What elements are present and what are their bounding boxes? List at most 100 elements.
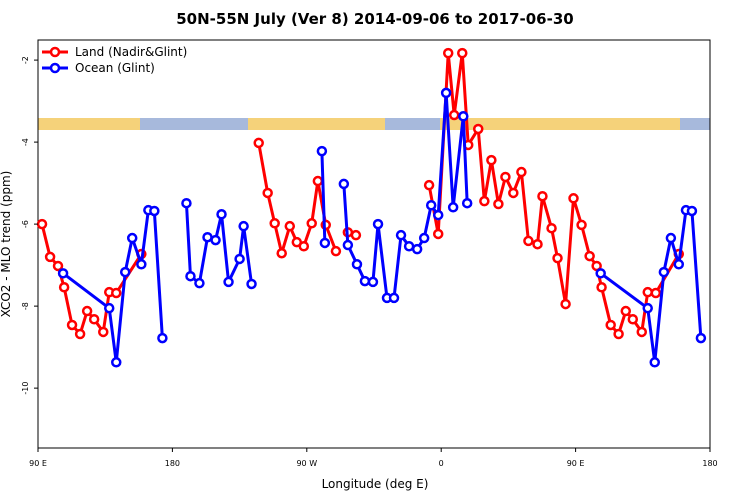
- data-point: [568, 193, 579, 204]
- data-point: [44, 251, 56, 263]
- data-point: [66, 319, 78, 331]
- band-ocean: [140, 118, 248, 130]
- data-point: [57, 268, 69, 279]
- data-point: [642, 302, 653, 314]
- data-point: [425, 200, 437, 211]
- data-point: [432, 228, 444, 240]
- data-point: [319, 237, 331, 249]
- data-point: [457, 47, 468, 59]
- data-point: [223, 276, 234, 288]
- data-point: [576, 219, 587, 231]
- data-point: [194, 277, 205, 289]
- data-point: [126, 232, 138, 244]
- data-point: [479, 195, 490, 207]
- data-point: [306, 218, 317, 229]
- data-point: [432, 209, 444, 221]
- chart-title: 50N-55N July (Ver 8) 2014-09-06 to 2017-…: [176, 10, 573, 28]
- data-point: [532, 238, 543, 250]
- band-land: [38, 118, 710, 130]
- data-point: [298, 241, 310, 252]
- data-point: [316, 145, 328, 157]
- data-point: [388, 292, 400, 304]
- data-point: [312, 175, 324, 187]
- data-point: [560, 298, 571, 310]
- y-tick-label: -2: [21, 56, 30, 64]
- plot: [36, 47, 707, 368]
- data-point: [330, 245, 342, 257]
- data-point: [472, 123, 484, 135]
- x-tick-label: 90 E: [29, 459, 47, 468]
- data-point: [202, 231, 213, 243]
- data-point: [181, 197, 192, 209]
- plot-frame: [37, 39, 711, 449]
- data-point: [596, 282, 607, 293]
- x-tick-label: 90 E: [567, 459, 585, 468]
- data-point: [447, 202, 459, 213]
- data-point: [591, 260, 602, 272]
- data-point: [613, 328, 624, 340]
- data-point: [500, 171, 511, 183]
- data-point: [642, 286, 653, 298]
- band-ocean: [680, 118, 710, 130]
- data-point: [584, 250, 595, 262]
- data-point: [620, 305, 632, 317]
- data-point: [276, 247, 287, 259]
- data-point: [418, 232, 430, 244]
- data-point: [36, 218, 48, 230]
- data-point: [372, 218, 384, 230]
- data-point: [636, 326, 648, 338]
- data-point: [508, 187, 519, 199]
- data-point: [395, 229, 407, 241]
- data-point: [448, 109, 460, 121]
- data-point: [58, 282, 70, 293]
- data-point: [403, 241, 415, 252]
- x-tick-label: 90 W: [296, 459, 317, 468]
- data-point: [458, 111, 469, 122]
- band-ocean: [385, 118, 440, 130]
- data-point: [411, 243, 423, 255]
- data-point: [627, 313, 639, 325]
- data-point: [493, 198, 504, 210]
- data-point: [185, 270, 196, 282]
- data-point: [537, 190, 548, 202]
- land-ocean-band: [38, 118, 710, 130]
- data-point: [605, 319, 616, 331]
- legend-label: Land (Nadir&Glint): [75, 45, 187, 59]
- legend-label: Ocean (Glint): [75, 61, 155, 75]
- data-point: [686, 205, 698, 217]
- data-point: [552, 252, 563, 264]
- data-point: [81, 305, 93, 317]
- data-point: [423, 179, 435, 191]
- data-point: [523, 235, 534, 247]
- legend-marker: [49, 46, 61, 58]
- data-point: [111, 287, 122, 299]
- legend-marker: [49, 62, 61, 74]
- x-tick-label: 180: [165, 459, 180, 468]
- data-point: [367, 276, 379, 288]
- x-tick-label: 0: [439, 459, 444, 468]
- data-point: [442, 47, 454, 59]
- data-point: [338, 178, 350, 190]
- data-point: [119, 266, 131, 278]
- data-point: [595, 268, 606, 279]
- data-point: [486, 154, 497, 166]
- data-point: [157, 332, 168, 344]
- data-point: [546, 222, 557, 234]
- data-point: [350, 229, 362, 241]
- y-tick-label: -10: [21, 382, 30, 395]
- data-point: [269, 218, 280, 229]
- data-point: [238, 220, 249, 232]
- data-point: [342, 239, 354, 251]
- y-tick-label: -4: [21, 138, 30, 146]
- x-axis-label: Longitude (deg E): [322, 477, 429, 491]
- data-point: [461, 197, 473, 209]
- data-point: [649, 357, 660, 368]
- data-point: [52, 260, 64, 272]
- data-point: [103, 302, 115, 314]
- data-point: [658, 266, 670, 278]
- y-tick-label: -6: [21, 220, 30, 228]
- data-point: [440, 87, 452, 99]
- data-point: [262, 187, 273, 199]
- data-point: [234, 253, 245, 265]
